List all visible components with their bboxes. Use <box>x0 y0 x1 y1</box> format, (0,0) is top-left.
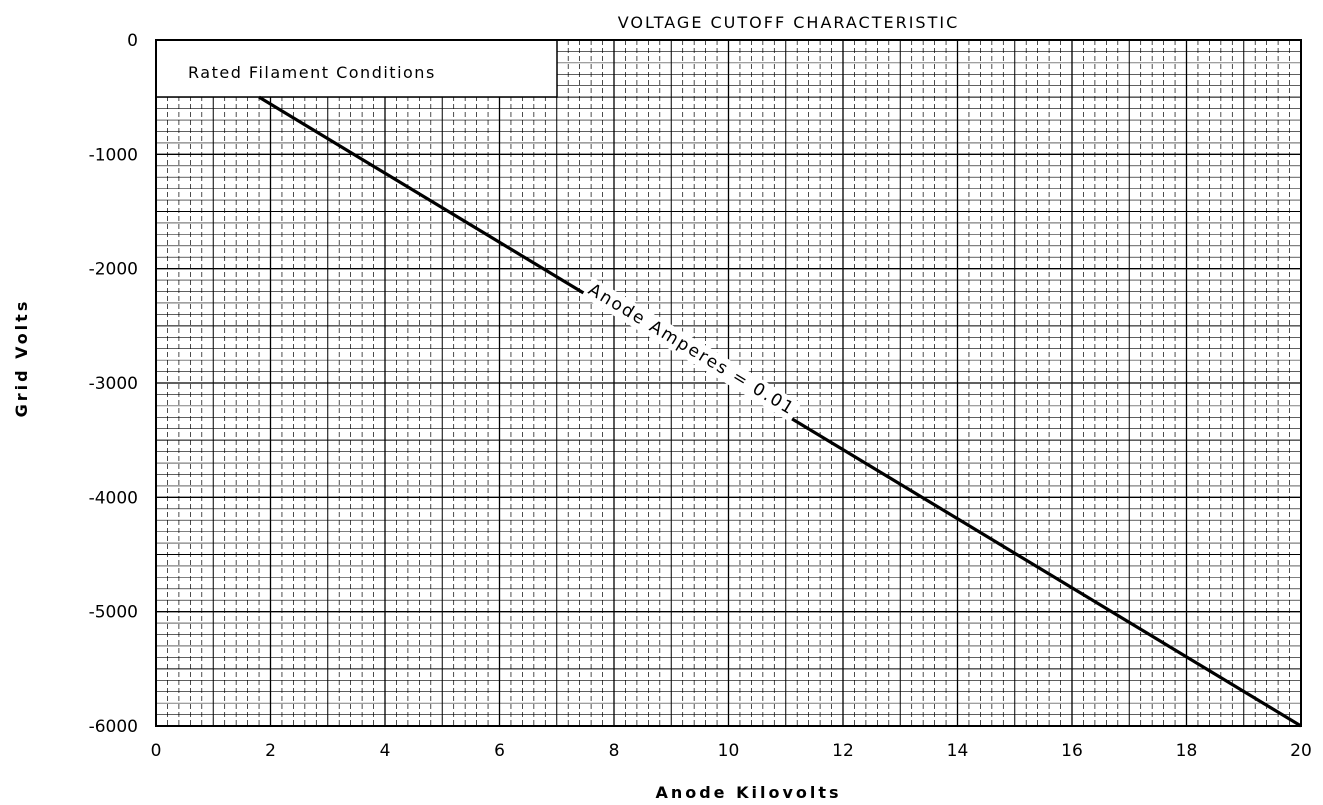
x-tick-label: 18 <box>1176 741 1198 761</box>
y-axis-title: Grid Volts <box>12 299 31 418</box>
plot-frame <box>155 39 1302 727</box>
x-tick-label: 20 <box>1290 741 1312 761</box>
y-tick-label: -3000 <box>89 374 138 394</box>
y-tick-label: -4000 <box>89 488 138 508</box>
tick-labels: 0 2 4 6 8 10 12 14 16 18 20 0 -1000 -2000 -3000 -4000 -5… <box>89 31 1312 761</box>
chart-title: VOLTAGE CUTOFF CHARACTERISTIC <box>618 13 960 32</box>
y-tick-label: -6000 <box>89 717 138 737</box>
x-tick-label: 6 <box>494 741 505 761</box>
x-tick-label: 4 <box>380 741 391 761</box>
annotation-text: Rated Filament Conditions <box>188 63 436 82</box>
series-label: Anode Amperes = 0.01 <box>585 280 799 420</box>
y-tick-label: 0 <box>127 31 138 51</box>
x-tick-label: 0 <box>151 741 162 761</box>
x-tick-label: 12 <box>832 741 854 761</box>
y-tick-label: -1000 <box>89 145 138 165</box>
series-lines: Anode Amperes = 0.01 <box>258 95 1302 728</box>
y-tick-label: -5000 <box>89 603 138 623</box>
x-tick-label: 10 <box>718 741 740 761</box>
x-tick-label: 14 <box>947 741 969 761</box>
x-tick-label: 16 <box>1061 741 1083 761</box>
y-tick-label: -2000 <box>89 260 138 280</box>
x-tick-label: 2 <box>265 741 276 761</box>
series-label-background <box>581 277 802 423</box>
x-axis-title: Anode Kilovolts <box>655 783 841 802</box>
x-tick-label: 8 <box>609 741 620 761</box>
